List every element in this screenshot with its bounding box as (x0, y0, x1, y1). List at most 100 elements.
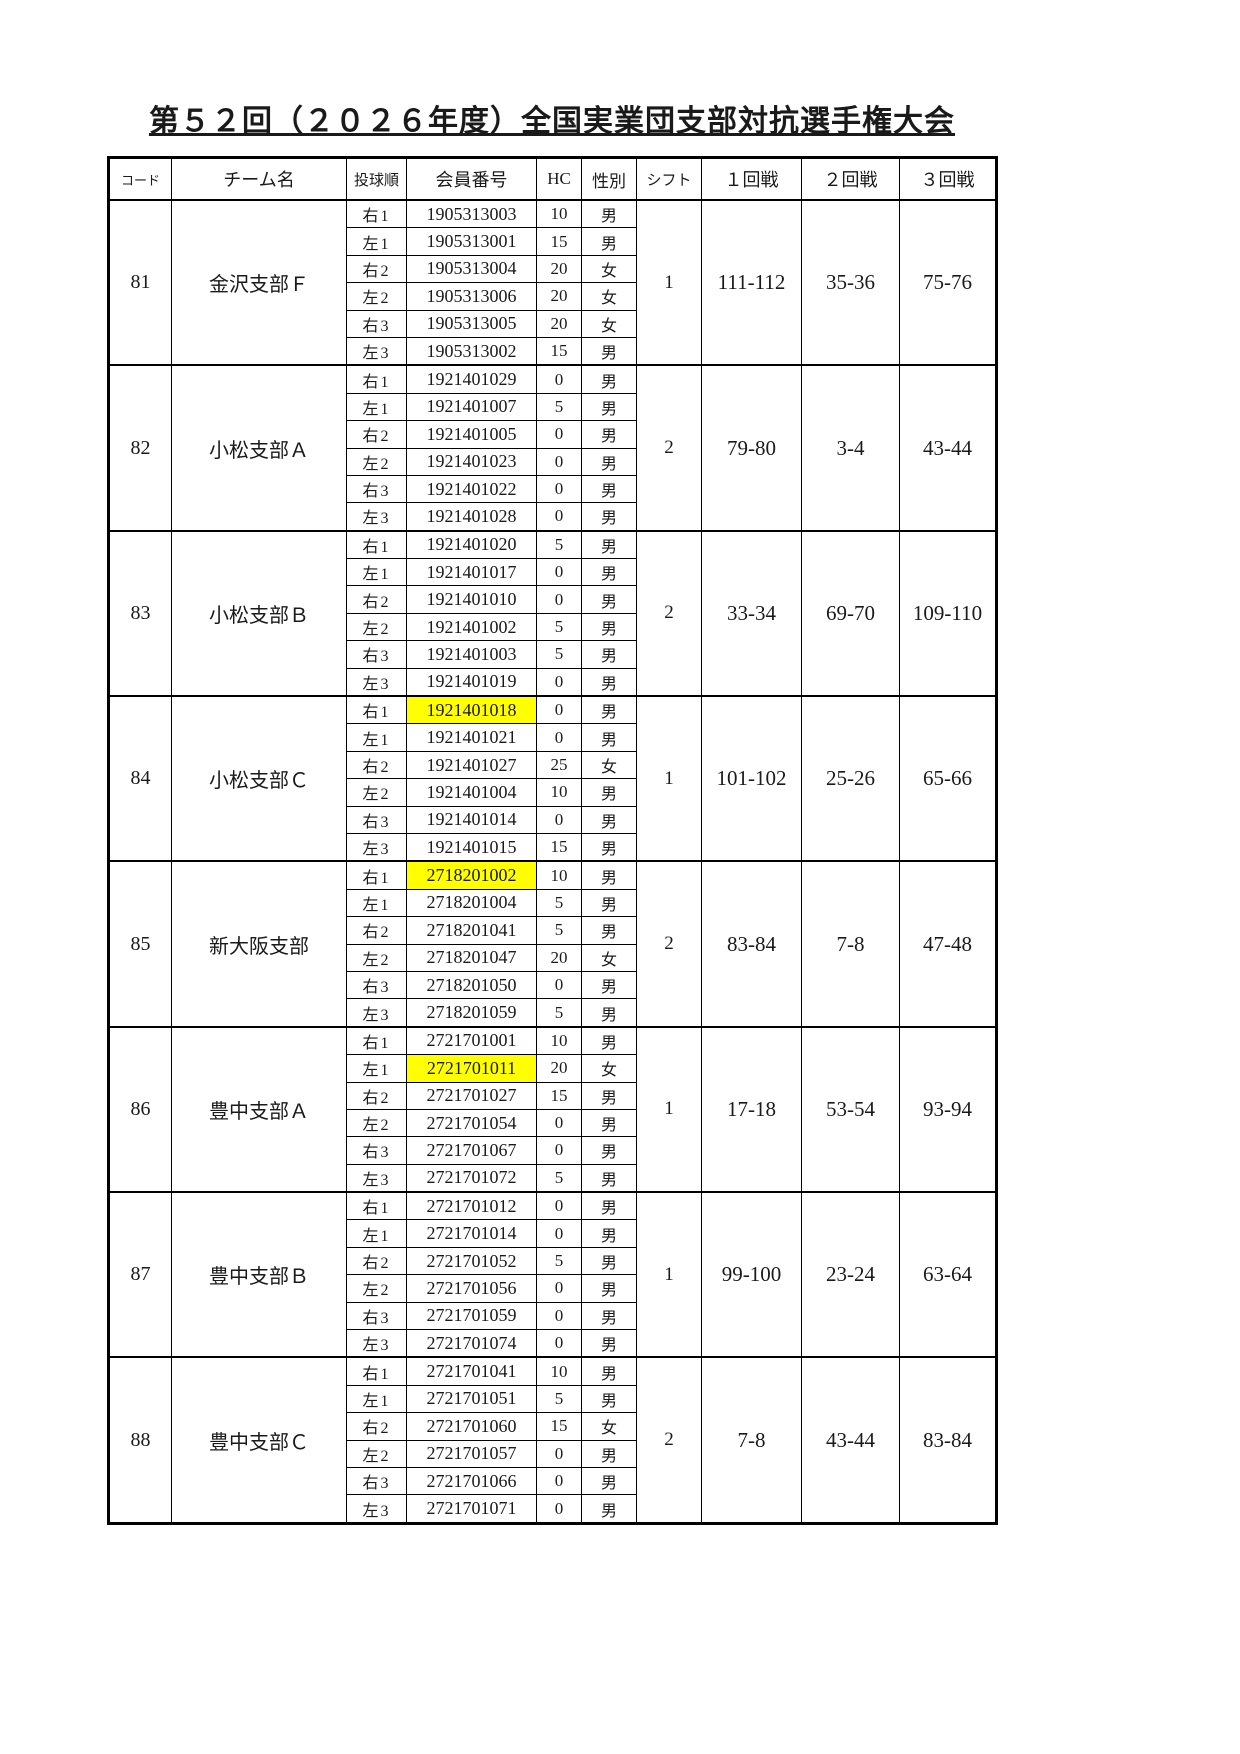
handicap-cell: 0 (536, 1439, 582, 1468)
throw-order-cell: 左3 (346, 336, 407, 366)
member-number-cell: 2718201002 (406, 860, 537, 890)
member-number-cell: 1921401017 (406, 558, 537, 587)
shift-cell: 2 (636, 529, 702, 697)
team-name-cell: 小松支部Ｃ (171, 695, 347, 862)
player-row: 右3 1921401022 0 男 (109, 474, 997, 504)
handicap-cell: 5 (536, 888, 582, 918)
member-number-cell: 1921401028 (406, 502, 537, 532)
member-number-cell: 1905313006 (406, 282, 537, 311)
gender-cell: 男 (581, 1356, 637, 1386)
column-header-gender: 性別 (581, 157, 637, 201)
player-row: 右2 2721701060 15 女 (109, 1412, 997, 1441)
gender-cell: 男 (581, 199, 637, 229)
round3-lanes-cell: 65-66 (899, 695, 997, 862)
member-number-cell: 2721701001 (406, 1025, 537, 1056)
gender-cell: 男 (581, 832, 637, 862)
throw-order-cell: 右3 (346, 309, 407, 338)
team-code-cell: 86 (108, 1025, 172, 1193)
gender-cell: 男 (581, 227, 637, 256)
handicap-cell: 10 (536, 778, 582, 807)
member-number-cell: 2721701012 (406, 1191, 537, 1221)
member-number-cell: 1921401015 (406, 832, 537, 862)
round1-lanes-cell: 101-102 (701, 695, 802, 862)
round2-lanes-cell: 23-24 (801, 1191, 900, 1358)
gender-cell: 男 (581, 778, 637, 807)
round3-lanes-cell: 47-48 (899, 860, 997, 1028)
handicap-cell: 0 (536, 364, 582, 394)
throw-order-cell: 左3 (346, 667, 407, 697)
handicap-cell: 25 (536, 750, 582, 780)
gender-cell: 男 (581, 1163, 637, 1193)
handicap-cell: 5 (536, 916, 582, 945)
player-row: 右3 1905313005 20 女 (109, 309, 997, 338)
gender-cell: 男 (581, 1025, 637, 1056)
gender-cell: 男 (581, 695, 637, 725)
player-row: 82 小松支部Ａ 右1 1921401029 0 男 2 79-80 3-4 43-44 (108, 364, 997, 532)
member-number-cell: 1921401021 (406, 723, 537, 752)
throw-order-cell: 左1 (346, 888, 407, 918)
player-row: 右3 2721701059 0 男 (109, 1301, 997, 1331)
team-code-cell: 87 (108, 1191, 172, 1358)
handicap-cell: 0 (536, 447, 582, 476)
throw-order-cell: 左2 (346, 282, 407, 311)
column-header-shift: シフト (636, 157, 702, 201)
member-number-cell: 1921401004 (406, 778, 537, 807)
member-number-cell: 1905313005 (406, 309, 537, 338)
team-code-cell: 88 (108, 1356, 172, 1524)
player-row: 右2 1921401010 0 男 (109, 585, 997, 614)
player-row: 右3 1921401014 0 男 (109, 805, 997, 834)
column-header-round3: ３回戦 (899, 157, 997, 201)
handicap-cell: 0 (536, 1274, 582, 1303)
round2-lanes-cell: 53-54 (801, 1025, 900, 1193)
gender-cell: 女 (581, 1412, 637, 1441)
gender-cell: 男 (581, 1108, 637, 1138)
team-name-cell: 豊中支部Ａ (171, 1025, 347, 1193)
gender-cell: 女 (581, 943, 637, 972)
handicap-cell: 0 (536, 805, 582, 834)
gender-cell: 男 (581, 336, 637, 366)
table-header-row: コード チーム名 投球順 会員番号 HC 性別 シフト １回戦 ２回戦 ３回戦 (108, 157, 997, 201)
gender-cell: 男 (581, 502, 637, 532)
throw-order-cell: 右3 (346, 640, 407, 669)
handicap-cell: 0 (536, 695, 582, 725)
handicap-cell: 0 (536, 1219, 582, 1248)
member-number-cell: 2718201050 (406, 970, 537, 1000)
member-number-cell: 2721701072 (406, 1163, 537, 1193)
throw-order-cell: 右1 (346, 860, 407, 890)
throw-order-cell: 左3 (346, 502, 407, 532)
gender-cell: 男 (581, 364, 637, 394)
gender-cell: 男 (581, 1246, 637, 1276)
member-number-cell: 1921401019 (406, 667, 537, 697)
member-number-cell: 2718201041 (406, 916, 537, 945)
gender-cell: 男 (581, 529, 637, 560)
column-header-throw-order: 投球順 (346, 157, 407, 201)
round1-lanes-cell: 83-84 (701, 860, 802, 1028)
handicap-cell: 20 (536, 254, 582, 284)
team-code-cell: 85 (108, 860, 172, 1028)
throw-order-cell: 右1 (346, 1191, 407, 1221)
player-row: 左3 1921401019 0 男 (109, 667, 997, 697)
handicap-cell: 20 (536, 309, 582, 338)
member-number-cell: 1921401002 (406, 612, 537, 642)
team-name-cell: 豊中支部Ｃ (171, 1356, 347, 1524)
throw-order-cell: 右1 (346, 1025, 407, 1056)
round2-lanes-cell: 25-26 (801, 695, 900, 862)
throw-order-cell: 右2 (346, 420, 407, 449)
throw-order-cell: 右1 (346, 1356, 407, 1386)
player-row: 86 豊中支部Ａ 右1 2721701001 10 男 1 17-18 53-54 93-94 (108, 1025, 997, 1193)
gender-cell: 男 (581, 447, 637, 476)
gender-cell: 男 (581, 640, 637, 669)
throw-order-cell: 左2 (346, 778, 407, 807)
member-number-cell: 1921401023 (406, 447, 537, 476)
team-name-cell: 小松支部Ａ (171, 364, 347, 532)
handicap-cell: 10 (536, 860, 582, 890)
player-row: 左2 1921401004 10 男 (109, 778, 997, 807)
round3-lanes-cell: 43-44 (899, 364, 997, 532)
player-row: 左3 2718201059 5 男 (109, 998, 997, 1028)
throw-order-cell: 右2 (346, 254, 407, 284)
round2-lanes-cell: 43-44 (801, 1356, 900, 1524)
team-code-cell: 84 (108, 695, 172, 862)
gender-cell: 男 (581, 1329, 637, 1358)
table-body: 81 金沢支部Ｆ 右1 1905313003 10 男 1 111-112 35-36 75-76… (108, 198, 997, 1524)
throw-order-cell: 左1 (346, 558, 407, 587)
